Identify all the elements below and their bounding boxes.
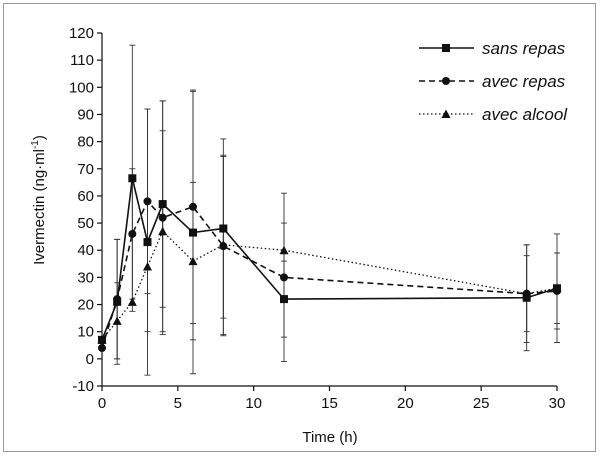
- data-point-avec-repas: [128, 229, 137, 238]
- y-tick-label: 90: [77, 106, 94, 123]
- y-tick-label: 110: [70, 52, 94, 69]
- data-point-sans-repas: [522, 293, 531, 302]
- series-line-avec-repas: [101, 199, 558, 349]
- y-tick-label: 80: [77, 134, 94, 151]
- x-tick-label: 0: [98, 395, 106, 412]
- data-point-avec-alcool: [188, 256, 198, 266]
- data-point-avec-alcool: [279, 245, 289, 255]
- data-point-avec-alcool: [158, 226, 168, 236]
- data-point-avec-repas: [158, 213, 167, 222]
- data-point-avec-alcool: [127, 297, 137, 306]
- data-point-avec-alcool: [112, 316, 122, 325]
- series-line-sans-repas: [101, 178, 558, 341]
- y-tick-label: 50: [77, 215, 94, 232]
- legend-marker-triangle: [441, 109, 451, 118]
- data-point-sans-repas: [128, 174, 137, 183]
- data-point-avec-alcool: [522, 289, 532, 298]
- x-tick-label: 10: [245, 395, 262, 412]
- y-tick-label: 20: [77, 297, 94, 314]
- y-tick-label: 10: [77, 324, 94, 341]
- data-point-avec-repas: [113, 295, 122, 304]
- y-tick-label: 30: [77, 269, 94, 286]
- x-tick-label: 30: [549, 395, 566, 412]
- y-tick-label: 0: [86, 351, 94, 368]
- data-point-avec-alcool: [143, 262, 152, 271]
- legend-label-avec-alcool: avec alcool: [482, 105, 568, 124]
- error-bars: [114, 44, 560, 376]
- x-tick-label: 20: [397, 395, 414, 412]
- y-tick-label: 120: [69, 25, 94, 42]
- series-markers: [97, 174, 562, 352]
- legend-item-sans-repas: sans repas: [419, 39, 566, 58]
- data-point-sans-repas: [158, 200, 167, 209]
- y-tick-label: 60: [77, 188, 94, 205]
- x-axis-title: Time (h): [302, 429, 357, 446]
- y-tick-label: 70: [77, 161, 94, 178]
- x-tick-label: 5: [174, 395, 182, 412]
- y-axis-title-end: ): [31, 135, 48, 140]
- series-line-avec-alcool: [101, 230, 558, 341]
- legend-item-avec-repas: avec repas: [419, 72, 566, 91]
- data-point-sans-repas: [219, 224, 228, 233]
- data-point-sans-repas: [189, 228, 197, 237]
- data-point-avec-repas: [189, 202, 197, 211]
- data-point-avec-alcool: [552, 283, 562, 293]
- x-tick-label: 25: [473, 395, 490, 412]
- data-point-avec-repas: [280, 273, 288, 282]
- data-point-sans-repas: [280, 295, 288, 304]
- data-point-avec-repas: [143, 197, 152, 206]
- y-tick-label: -10: [72, 378, 94, 395]
- y-tick-label: 40: [77, 242, 94, 259]
- legend-label-avec-repas: avec repas: [482, 72, 566, 91]
- x-tick-label: 15: [321, 395, 338, 412]
- legend-item-avec-alcool: avec alcool: [419, 105, 568, 124]
- y-axis-title-superscript: -1: [30, 140, 41, 149]
- y-tick-label: 100: [69, 79, 94, 96]
- legend-label-sans-repas: sans repas: [482, 39, 566, 58]
- data-point-avec-alcool: [218, 240, 228, 249]
- y-axis-title-main: Ivermectin (ng·ml: [31, 149, 48, 265]
- y-axis-title: Ivermectin (ng·ml-1): [30, 135, 48, 265]
- x-ticks: 0 5 10 15 20 25 30: [98, 386, 566, 412]
- legend-marker-square: [442, 44, 450, 52]
- legend-marker-circle: [442, 77, 450, 85]
- series-lines: [101, 178, 558, 349]
- data-point-sans-repas: [143, 238, 152, 247]
- y-ticks: -10 0 10 20 30 40 50 60 70 80 90 100 110 120: [69, 25, 102, 395]
- legend: sans repas avec repas avec alcool: [419, 39, 568, 124]
